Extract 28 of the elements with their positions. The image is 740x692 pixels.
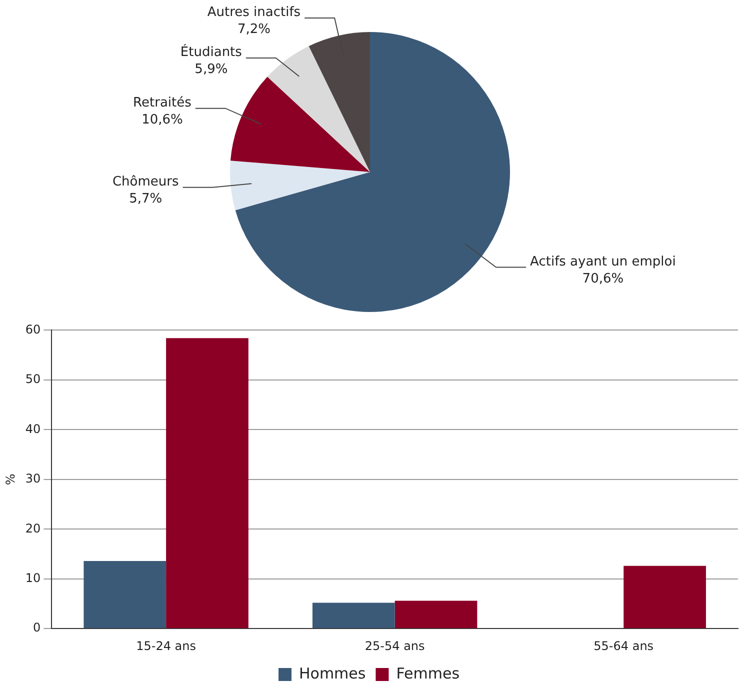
- x-tick-label: 25-54 ans: [364, 638, 425, 653]
- bar: [394, 600, 478, 628]
- slice-label: Actifs ayant un emploi: [530, 254, 676, 270]
- y-tick-label: 60: [25, 322, 41, 336]
- data-label: 70,6%: [582, 271, 624, 286]
- x-tick-label: 15-24 ans: [136, 638, 196, 653]
- data-label: 5,9%: [194, 62, 228, 78]
- data-label: 10,6%: [142, 112, 183, 128]
- y-tick-label: 20: [25, 521, 41, 536]
- bar: [312, 602, 395, 628]
- bar: [84, 560, 166, 628]
- y-tick-label: 10: [25, 570, 41, 585]
- y-tick-label: 30: [25, 472, 41, 486]
- data-label: 7,2%: [237, 22, 270, 38]
- bar: [624, 566, 706, 628]
- slice-label: Étudiants: [180, 43, 242, 60]
- data-label: 5,7%: [129, 191, 162, 206]
- legend-label: Hommes: [298, 664, 366, 682]
- y-tick-label: 40: [25, 422, 41, 436]
- x-tick-label: 55-64 ans: [594, 638, 654, 653]
- slice-label: Retraités: [133, 95, 192, 110]
- y-axis-title: %: [3, 474, 18, 486]
- slice-label: Autres inactifs: [207, 5, 301, 20]
- y-tick-label: 0: [33, 620, 41, 635]
- bar: [166, 338, 248, 628]
- legend-label: Femmes: [396, 664, 460, 682]
- y-tick-label: 50: [25, 372, 41, 386]
- slice-label: Chômeurs: [112, 174, 179, 190]
